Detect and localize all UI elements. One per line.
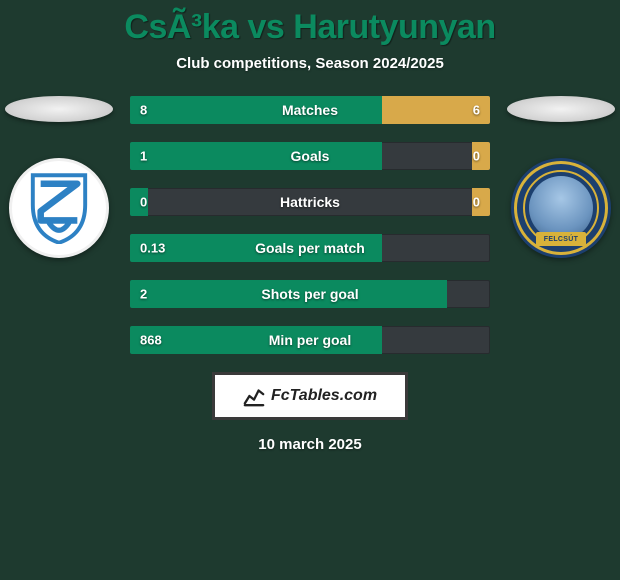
stat-bar-left <box>130 96 382 124</box>
stat-row: 868 Min per goal <box>130 326 490 354</box>
page-subtitle: Club competitions, Season 2024/2025 <box>176 55 444 72</box>
page-title: CsÃ³ka vs Harutyunyan <box>124 8 495 47</box>
stat-label: Goals <box>291 148 330 164</box>
stat-right-value: 0 <box>473 195 480 210</box>
left-ellipse-decor <box>5 96 113 122</box>
stat-label: Matches <box>282 102 338 118</box>
chart-icon <box>243 385 265 407</box>
badge-portrait <box>529 176 593 240</box>
stat-label: Goals per match <box>255 240 365 256</box>
root: CsÃ³ka vs Harutyunyan Club competitions,… <box>0 0 620 580</box>
stat-right-value: 0 <box>473 149 480 164</box>
stat-label: Shots per goal <box>261 286 358 302</box>
stat-row: 1 Goals 0 <box>130 142 490 170</box>
stat-row: 2 Shots per goal <box>130 280 490 308</box>
stat-right-value: 6 <box>473 103 480 118</box>
zte-shield-icon <box>23 172 95 244</box>
brand-text: FcTables.com <box>271 387 377 405</box>
stat-left-value: 1 <box>140 149 147 164</box>
stat-row: 0 Hattricks 0 <box>130 188 490 216</box>
brand-box[interactable]: FcTables.com <box>212 372 408 420</box>
badge-ribbon: FELCSÚT <box>536 232 586 246</box>
stat-left-value: 8 <box>140 103 147 118</box>
stat-row: 8 Matches 6 <box>130 96 490 124</box>
footer-date: 10 march 2025 <box>258 436 361 453</box>
right-column: FELCSÚT <box>506 96 616 258</box>
stats-bars: 8 Matches 6 1 Goals 0 0 Hattricks 0 0.13 Goals per… <box>114 96 506 354</box>
left-column <box>4 96 114 258</box>
stat-bar-left <box>130 142 382 170</box>
right-team-badge: FELCSÚT <box>511 158 611 258</box>
right-ellipse-decor <box>507 96 615 122</box>
stat-left-value: 0 <box>140 195 147 210</box>
stat-label: Hattricks <box>280 194 340 210</box>
stat-left-value: 868 <box>140 333 162 348</box>
stat-left-value: 0.13 <box>140 241 165 256</box>
stat-left-value: 2 <box>140 287 147 302</box>
main-row: 8 Matches 6 1 Goals 0 0 Hattricks 0 0.13 Goals per… <box>0 96 620 354</box>
stat-label: Min per goal <box>269 332 351 348</box>
stat-row: 0.13 Goals per match <box>130 234 490 262</box>
left-team-badge <box>9 158 109 258</box>
